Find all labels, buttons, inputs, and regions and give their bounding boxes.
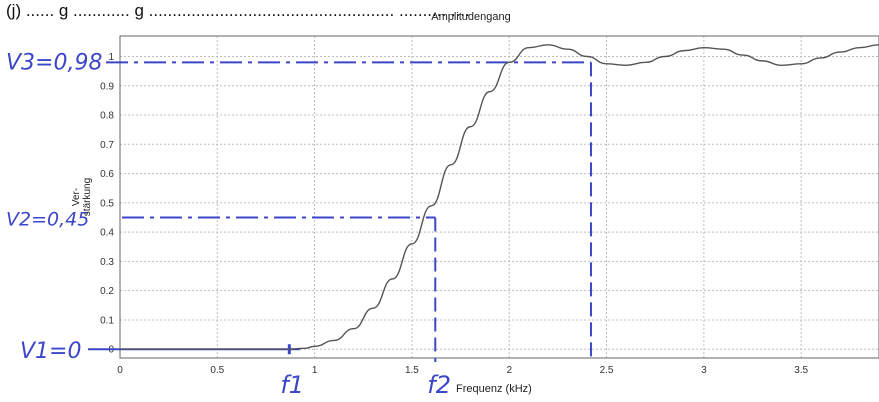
x-tick-label: 2.5 (600, 365, 614, 376)
x-tick-labels: 0 0.5 1 1.5 2 2.5 3 3.5 (117, 365, 808, 376)
y-tick-label: 0.8 (100, 111, 114, 122)
x-tick-label: 1 (312, 365, 318, 376)
chart-title: Amplitudengang (431, 11, 511, 23)
v3-label: V3=0,98 (6, 50, 102, 75)
x-tick-label: 3 (701, 365, 707, 376)
y-tick-label: 0.1 (100, 315, 114, 326)
header-fragment: (j) ...... g ............ g ............… (6, 1, 470, 20)
f1-label: f1 (280, 371, 304, 397)
y-axis-label: Ver-stärkung (71, 178, 93, 216)
x-tick-label: 2 (506, 365, 512, 376)
v1-label: V1=0 (20, 339, 81, 364)
y-axis-label-line: Ver- (71, 188, 82, 206)
x-tick-label: 0.5 (210, 365, 224, 376)
x-tick-label: 1.5 (405, 365, 419, 376)
y-tick-label: 0.5 (100, 198, 114, 209)
y-tick-label: 1 (108, 52, 114, 63)
y-tick-label: 0.9 (100, 81, 114, 92)
y-axis-label-line: stärkung (82, 178, 93, 216)
v2-label: V2=0,45 (6, 208, 89, 230)
amplitude-curve (120, 44, 879, 350)
y-tick-label: 0.3 (100, 257, 114, 268)
series-layer (120, 44, 879, 350)
f2-label: f2 (427, 371, 451, 397)
y-tick-label: 0.7 (100, 140, 114, 151)
x-tick-label: 0 (117, 365, 123, 376)
x-axis-label: Frequenz (kHz) (456, 383, 532, 395)
y-tick-label: 0.6 (100, 169, 114, 180)
grid-layer (119, 36, 879, 358)
x-tick-label: 3.5 (794, 365, 808, 376)
y-tick-label: 0.2 (100, 286, 114, 297)
plot-frame (119, 35, 879, 359)
y-tick-label: 0.4 (100, 228, 114, 239)
